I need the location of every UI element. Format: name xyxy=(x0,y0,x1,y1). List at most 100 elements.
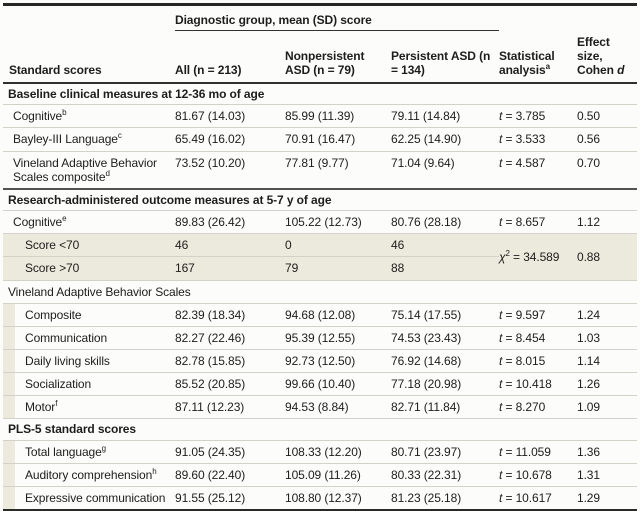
cell-nonpersistent: 94.53 (8.84) xyxy=(285,395,391,419)
cell-persistent: 46 xyxy=(391,233,499,257)
table-row: Total languageg 91.05 (24.35) 108.33 (12… xyxy=(3,439,637,464)
cell-statistical-chi-square: χ2 = 34.589 xyxy=(499,233,577,281)
cell-statistical: t = 10.617 xyxy=(499,485,577,511)
table-body: Baseline clinical measures at 12-36 mo o… xyxy=(3,82,637,511)
col-header-statistical-text: Statistical analysis xyxy=(499,48,555,77)
table-row: Cognitivee 89.83 (26.42) 105.22 (12.73) … xyxy=(3,210,637,234)
cell-all: 81.67 (14.03) xyxy=(175,104,285,128)
cell-nonpersistent: 108.80 (12.37) xyxy=(285,485,391,511)
cell-nonpersistent: 79 xyxy=(285,256,391,281)
cell-persistent: 71.04 (9.64) xyxy=(391,150,499,189)
cell-nonpersistent: 85.99 (11.39) xyxy=(285,104,391,128)
footnote-marker: d xyxy=(105,168,110,178)
cell-persistent: 79.11 (14.84) xyxy=(391,104,499,128)
table-header: Diagnostic group, mean (SD) score Standa… xyxy=(3,4,637,85)
stat-superscript: 2 xyxy=(505,248,510,258)
diagnostic-group-spanner: Diagnostic group, mean (SD) score xyxy=(175,4,499,32)
cell-nonpersistent: 99.66 (10.40) xyxy=(285,372,391,396)
stat-symbol: t xyxy=(499,215,503,230)
table-row: Socialization 85.52 (20.85) 99.66 (10.40… xyxy=(3,372,637,396)
row-label: Vineland Adaptive Behavior Scales compos… xyxy=(3,150,175,189)
cell-statistical: t = 8.015 xyxy=(499,348,577,373)
stat-symbol: t xyxy=(499,354,503,368)
table-row: Vineland Adaptive Behavior Scales compos… xyxy=(3,150,637,189)
group-label-row: Vineland Adaptive Behavior Scales xyxy=(3,279,637,304)
cell-statistical: t = 11.059 xyxy=(499,439,577,464)
stat-symbol: t xyxy=(499,109,503,124)
footnote-marker: e xyxy=(62,214,67,224)
stat-value: = 4.587 xyxy=(502,155,546,170)
cell-persistent: 77.18 (20.98) xyxy=(391,372,499,396)
cell-nonpersistent: 105.09 (11.26) xyxy=(285,462,391,487)
stat-value: = 8.454 xyxy=(502,330,546,345)
cell-persistent: 82.71 (11.84) xyxy=(391,395,499,419)
stat-value: = 11.059 xyxy=(502,444,551,459)
cell-all: 46 xyxy=(175,233,285,257)
row-label: Auditory comprehensionh xyxy=(3,462,175,487)
cell-effect: 1.12 xyxy=(577,210,637,234)
cell-nonpersistent: 92.73 (12.50) xyxy=(285,348,391,373)
cell-effect: 0.56 xyxy=(577,127,637,152)
cell-persistent: 75.14 (17.55) xyxy=(391,302,499,327)
row-label: Motorf xyxy=(3,395,175,419)
group-label: Vineland Adaptive Behavior Scales xyxy=(3,279,637,304)
cell-nonpersistent: 77.81 (9.77) xyxy=(285,150,391,189)
col-header-effect-text: Effect size, Cohen xyxy=(577,34,618,77)
stat-value: = 3.533 xyxy=(502,132,546,147)
section-title: Research-administered outcome measures a… xyxy=(3,187,637,211)
cell-effect: 0.70 xyxy=(577,150,637,189)
col-header-persistent: Persistent ASD (n = 134) xyxy=(391,30,499,85)
spanner-row: Diagnostic group, mean (SD) score xyxy=(3,4,637,32)
cell-all: 82.39 (18.34) xyxy=(175,302,285,327)
cell-persistent: 62.25 (14.90) xyxy=(391,127,499,152)
cell-effect: 1.03 xyxy=(577,325,637,350)
cell-nonpersistent: 105.22 (12.73) xyxy=(285,210,391,234)
stat-value: = 34.589 xyxy=(509,249,560,264)
footnote-marker: g xyxy=(101,443,107,453)
column-header-row: Standard scores All (n = 213) Nonpersist… xyxy=(3,30,637,85)
label-text: Vineland Adaptive Behavior Scales compos… xyxy=(13,155,157,184)
cell-nonpersistent: 70.91 (16.47) xyxy=(285,127,391,152)
cell-all: 82.78 (15.85) xyxy=(175,348,285,373)
cell-nonpersistent: 0 xyxy=(285,233,391,257)
cell-statistical: t = 3.533 xyxy=(499,127,577,152)
stat-symbol: t xyxy=(499,330,503,345)
spanner-spacer-left xyxy=(3,5,175,31)
footnote-marker-a: a xyxy=(545,61,550,71)
stat-value: = 10.678 xyxy=(502,467,552,482)
spanner-spacer-right xyxy=(499,5,637,31)
stat-symbol: t xyxy=(499,132,503,147)
footnote-marker: c xyxy=(117,131,122,141)
section-header-row: PLS-5 standard scores xyxy=(3,418,637,441)
cell-all: 91.55 (25.12) xyxy=(175,485,285,511)
label-text: Cognitive xyxy=(13,215,63,230)
stat-symbol: χ xyxy=(499,249,506,264)
stat-value: = 8.015 xyxy=(502,354,546,368)
cohen-d-italic: d xyxy=(617,62,625,77)
stat-value: = 10.418 xyxy=(502,377,552,392)
row-label: Bayley-III Languagec xyxy=(3,127,175,152)
row-label: Score <70 xyxy=(3,233,175,257)
row-label: Total languageg xyxy=(3,439,175,464)
section-header-row: Research-administered outcome measures a… xyxy=(3,187,637,211)
cell-effect: 1.09 xyxy=(577,395,637,419)
label-text: Cognitive xyxy=(13,109,63,124)
section-header-row: Baseline clinical measures at 12-36 mo o… xyxy=(3,82,637,105)
cell-all: 167 xyxy=(175,256,285,281)
label-text: Motor xyxy=(25,400,56,415)
row-label: Communication xyxy=(3,325,175,350)
cell-nonpersistent: 108.33 (12.20) xyxy=(285,439,391,464)
row-label: Socialization xyxy=(3,372,175,396)
stat-symbol: t xyxy=(499,444,503,459)
stat-value: = 10.617 xyxy=(502,490,552,505)
cell-persistent: 80.76 (28.18) xyxy=(391,210,499,234)
cell-statistical: t = 10.418 xyxy=(499,372,577,396)
label-text: Bayley-III Language xyxy=(13,132,118,147)
stat-symbol: t xyxy=(499,467,503,482)
cell-statistical: t = 9.597 xyxy=(499,302,577,327)
col-header-standard-scores: Standard scores xyxy=(3,30,175,85)
section-title: PLS-5 standard scores xyxy=(3,418,637,441)
cell-statistical: t = 3.785 xyxy=(499,104,577,128)
col-header-all: All (n = 213) xyxy=(175,30,285,85)
cell-statistical: t = 10.678 xyxy=(499,462,577,487)
